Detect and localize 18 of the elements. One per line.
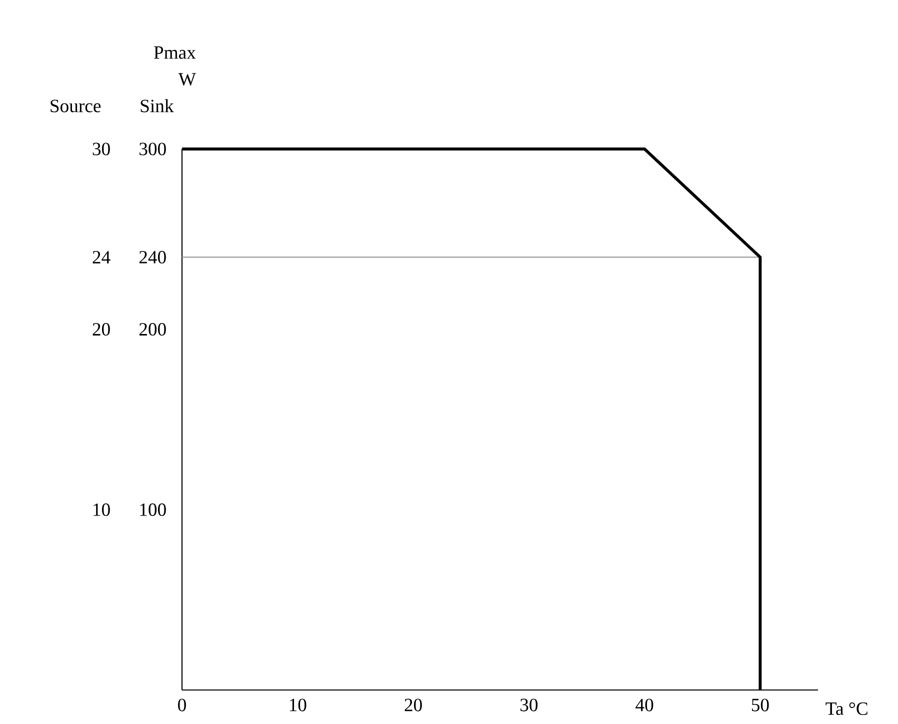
y-tick-label: 100 bbox=[140, 503, 166, 516]
x-tick-label: 0 bbox=[178, 698, 186, 712]
y2-tick-label: 24 bbox=[92, 251, 110, 264]
y2-tick-label: 10 bbox=[94, 503, 110, 516]
y2-tick-label: 20 bbox=[92, 323, 110, 336]
chart-title: Pmax W bbox=[154, 46, 196, 86]
x-tick-label: 30 bbox=[520, 698, 538, 712]
y-tick-label: 300 bbox=[140, 142, 166, 156]
y-axis-title: Sink bbox=[140, 99, 174, 112]
y-tick-label: 200 bbox=[139, 323, 166, 336]
y2-tick-label: 30 bbox=[92, 142, 110, 156]
x-tick-label: 50 bbox=[752, 698, 769, 712]
x-axis-title: Ta °C bbox=[826, 702, 868, 715]
x-tick-label: 10 bbox=[290, 698, 306, 712]
x-tick-label: 20 bbox=[404, 698, 422, 712]
y-tick-label: 240 bbox=[139, 250, 166, 264]
x-tick-label: 40 bbox=[636, 698, 654, 712]
y2-axis-title: Source bbox=[50, 100, 101, 112]
